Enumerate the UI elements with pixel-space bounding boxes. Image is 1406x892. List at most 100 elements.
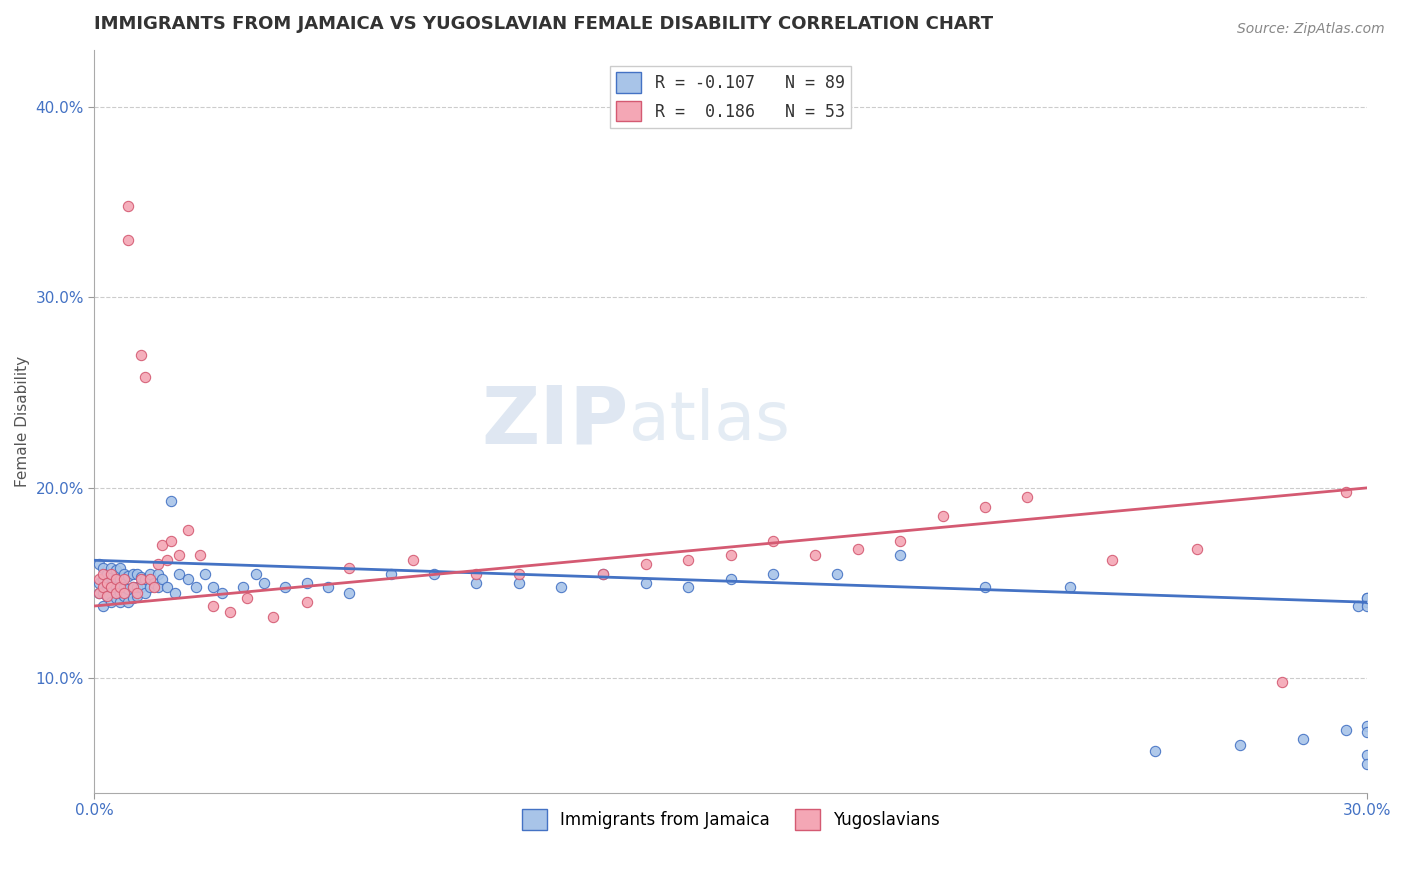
Point	[1292, 732, 1315, 747]
Point	[112, 590, 135, 604]
Point	[762, 534, 785, 549]
Point	[134, 585, 156, 599]
Point	[889, 548, 911, 562]
Point	[112, 580, 135, 594]
Point	[634, 557, 657, 571]
Text: Source: ZipAtlas.com: Source: ZipAtlas.com	[1237, 22, 1385, 37]
Point	[96, 580, 118, 594]
Point	[100, 580, 122, 594]
Point	[112, 566, 135, 581]
Point	[1355, 719, 1378, 733]
Point	[138, 580, 160, 594]
Point	[380, 566, 402, 581]
Point	[169, 548, 191, 562]
Point	[1059, 580, 1081, 594]
Point	[592, 566, 614, 581]
Point	[117, 568, 139, 582]
Point	[108, 595, 131, 609]
Point	[129, 580, 152, 594]
Point	[108, 585, 131, 599]
Point	[974, 580, 997, 594]
Point	[91, 572, 114, 586]
Point	[232, 580, 254, 594]
Point	[108, 561, 131, 575]
Point	[592, 566, 614, 581]
Point	[401, 553, 423, 567]
Point	[108, 580, 131, 594]
Y-axis label: Female Disability: Female Disability	[15, 356, 30, 487]
Point	[1017, 491, 1039, 505]
Point	[91, 599, 114, 613]
Point	[117, 582, 139, 596]
Point	[550, 580, 572, 594]
Point	[125, 566, 148, 581]
Text: ZIP: ZIP	[482, 383, 628, 460]
Point	[91, 561, 114, 575]
Point	[253, 576, 276, 591]
Point	[96, 590, 118, 604]
Point	[262, 610, 284, 624]
Point	[146, 580, 169, 594]
Point	[150, 572, 173, 586]
Point	[104, 591, 127, 606]
Point	[422, 566, 444, 581]
Point	[190, 548, 212, 562]
Point	[96, 566, 118, 581]
Point	[762, 566, 785, 581]
Point	[245, 566, 267, 581]
Point	[100, 566, 122, 581]
Point	[1355, 591, 1378, 606]
Text: IMMIGRANTS FROM JAMAICA VS YUGOSLAVIAN FEMALE DISABILITY CORRELATION CHART: IMMIGRANTS FROM JAMAICA VS YUGOSLAVIAN F…	[94, 15, 994, 33]
Point	[295, 595, 318, 609]
Point	[177, 523, 200, 537]
Text: atlas: atlas	[628, 388, 790, 454]
Point	[91, 580, 114, 594]
Point	[202, 580, 225, 594]
Point	[825, 566, 848, 581]
Point	[129, 570, 152, 584]
Point	[100, 580, 122, 594]
Point	[1229, 738, 1251, 752]
Point	[121, 566, 143, 581]
Point	[117, 199, 139, 213]
Point	[1347, 599, 1369, 613]
Point	[87, 576, 110, 591]
Point	[146, 557, 169, 571]
Point	[121, 580, 143, 594]
Point	[316, 580, 339, 594]
Point	[508, 566, 530, 581]
Point	[100, 561, 122, 575]
Point	[96, 576, 118, 591]
Point	[720, 572, 742, 586]
Point	[274, 580, 297, 594]
Point	[676, 580, 699, 594]
Point	[108, 572, 131, 586]
Point	[121, 580, 143, 594]
Point	[87, 572, 110, 586]
Legend: Immigrants from Jamaica, Yugoslavians: Immigrants from Jamaica, Yugoslavians	[515, 803, 946, 837]
Point	[104, 580, 127, 594]
Point	[91, 585, 114, 599]
Point	[100, 570, 122, 584]
Point	[125, 580, 148, 594]
Point	[150, 538, 173, 552]
Point	[117, 595, 139, 609]
Point	[295, 576, 318, 591]
Point	[1355, 747, 1378, 762]
Point	[142, 580, 165, 594]
Point	[155, 553, 177, 567]
Point	[1101, 553, 1123, 567]
Point	[804, 548, 827, 562]
Point	[1271, 675, 1294, 690]
Point	[91, 566, 114, 581]
Point	[138, 566, 160, 581]
Point	[159, 534, 181, 549]
Point	[155, 580, 177, 594]
Point	[1355, 595, 1378, 609]
Point	[169, 566, 191, 581]
Point	[104, 563, 127, 577]
Point	[87, 585, 110, 599]
Point	[1355, 757, 1378, 772]
Point	[1334, 723, 1357, 737]
Point	[134, 572, 156, 586]
